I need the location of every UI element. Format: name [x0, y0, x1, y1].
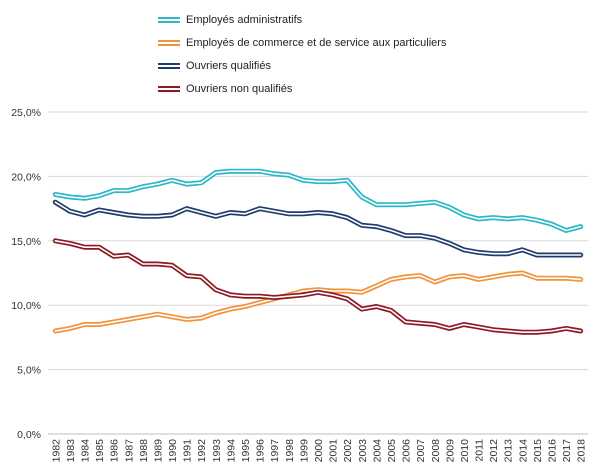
x-tick-label: 1986 — [109, 439, 121, 463]
y-tick-label: 0,0% — [17, 429, 41, 441]
x-tick-label: 1994 — [225, 439, 237, 463]
x-tick-label: 1987 — [123, 439, 135, 463]
series-lines — [52, 168, 584, 335]
x-tick-label: 1984 — [79, 439, 91, 463]
y-tick-label: 20,0% — [11, 171, 41, 183]
x-tick-label: 2004 — [371, 439, 383, 463]
legend-item-employes-administratifs: Employés administratifs — [158, 8, 446, 31]
legend-swatch-2 — [158, 62, 180, 69]
x-tick-label: 1992 — [196, 439, 208, 463]
x-tick-label: 2011 — [474, 439, 486, 462]
series-line-inner-0 — [54, 170, 582, 232]
x-tick-label: 1996 — [255, 439, 267, 463]
legend: Employés administratifs Employés de comm… — [158, 8, 446, 100]
series-line-inner-3 — [54, 240, 582, 334]
y-tick-label: 15,0% — [11, 236, 41, 248]
x-tick-label: 2000 — [313, 439, 325, 463]
x-tick-label: 2018 — [576, 439, 588, 463]
x-tick-label: 1988 — [138, 439, 150, 463]
x-tick-label: 2012 — [488, 439, 500, 463]
x-tick-label: 2006 — [401, 439, 413, 463]
legend-item-employes-commerce: Employés de commerce et de service aux p… — [158, 31, 446, 54]
x-tick-label: 2003 — [357, 439, 369, 463]
legend-label: Employés de commerce et de service aux p… — [186, 36, 447, 49]
y-axis-ticks: 0,0% 5,0% 10,0% 15,0% 20,0% 25,0% — [11, 107, 41, 441]
x-tick-label: 2007 — [415, 439, 427, 463]
gridlines — [48, 111, 588, 435]
x-tick-label: 1991 — [182, 439, 194, 463]
legend-label: Employés administratifs — [186, 13, 303, 26]
x-tick-label: 1983 — [65, 439, 77, 463]
x-tick-label: 1998 — [284, 439, 296, 463]
x-tick-label: 2014 — [517, 439, 529, 463]
legend-swatch-0 — [158, 16, 180, 23]
x-tick-label: 1995 — [240, 439, 252, 463]
x-tick-label: 2009 — [444, 439, 456, 463]
series-line-inner-2 — [54, 201, 582, 256]
legend-item-ouvriers-qualifies: Ouvriers qualifiés — [158, 54, 446, 77]
x-tick-label: 1990 — [167, 439, 179, 463]
x-axis-ticks: 1982 1983 1984 1985 1986 1987 1988 1989 1990 1991… — [50, 439, 587, 463]
y-tick-label: 5,0% — [17, 365, 41, 377]
y-tick-label: 25,0% — [11, 107, 41, 119]
x-tick-label: 2008 — [430, 439, 442, 463]
legend-swatch-3 — [158, 85, 180, 92]
legend-swatch-1 — [158, 39, 180, 46]
series-line-inner-1 — [54, 272, 582, 332]
x-tick-label: 1993 — [211, 439, 223, 463]
x-tick-label: 1999 — [298, 439, 310, 463]
legend-item-ouvriers-non-qualifies: Ouvriers non qualifiés — [158, 77, 446, 100]
legend-label: Ouvriers non qualifiés — [186, 82, 293, 95]
legend-label: Ouvriers qualifiés — [186, 59, 271, 72]
x-tick-label: 2010 — [459, 439, 471, 463]
series-line-outer-1 — [52, 270, 584, 334]
x-tick-label: 1982 — [50, 439, 62, 463]
x-tick-label: 2017 — [561, 439, 573, 463]
y-tick-label: 10,0% — [11, 300, 41, 312]
x-tick-label: 1989 — [152, 439, 164, 463]
series-line-outer-0 — [52, 168, 584, 233]
x-tick-label: 2016 — [547, 439, 559, 463]
x-tick-label: 2015 — [532, 439, 544, 463]
series-line-outer-2 — [52, 199, 584, 258]
x-tick-label: 2002 — [342, 439, 354, 463]
x-tick-label: 2001 — [328, 439, 340, 463]
x-tick-label: 1985 — [94, 439, 106, 463]
x-tick-label: 1997 — [269, 439, 281, 463]
x-tick-label: 2005 — [386, 439, 398, 463]
x-tick-label: 2013 — [503, 439, 515, 463]
